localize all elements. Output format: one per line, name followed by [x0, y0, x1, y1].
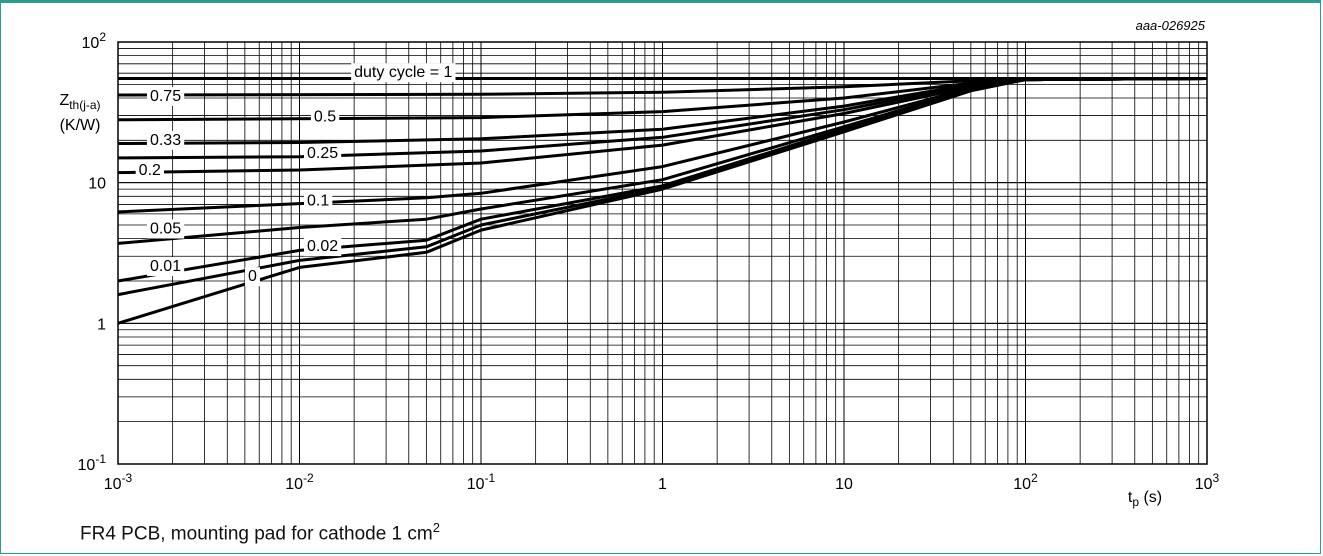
series-label: 0.33	[146, 130, 185, 150]
plot-area-border	[117, 41, 1208, 465]
series-label-text: 0.75	[150, 88, 181, 105]
series-label-text: 0.5	[314, 109, 336, 126]
series-label-text: 0.02	[307, 238, 338, 255]
series-label-text: 0.1	[307, 192, 329, 209]
caption-superscript: 2	[432, 520, 440, 535]
x-axis-label-unit: (s)	[1139, 489, 1162, 506]
series-label-background	[304, 191, 333, 211]
series-label-background	[146, 256, 185, 276]
series-label-background	[146, 130, 185, 150]
y-tick-label: 10	[88, 176, 106, 193]
x-tick-label: 103	[1195, 471, 1220, 493]
y-axis-label-base: Z	[59, 92, 69, 109]
x-tick-label: 10-3	[104, 471, 133, 493]
x-tick-label: 102	[1013, 471, 1038, 493]
series-label-text: duty cycle = 1	[354, 64, 452, 81]
y-axis-unit: (K/W)	[60, 117, 101, 134]
axis-tick-labels: 10-3 10-2 10-1 1 10 102 103 10-1 1 10 102	[78, 30, 1220, 493]
figure-id: aaa-026925	[1136, 18, 1206, 33]
series-label-text: 0.05	[150, 221, 181, 238]
series-label: 0	[244, 267, 260, 287]
series-label: 0.01	[146, 256, 185, 276]
series-label: 0.05	[146, 219, 185, 239]
series-label-background	[351, 63, 456, 83]
series-label-background	[304, 237, 342, 257]
series-label: 0.5	[310, 107, 340, 127]
y-axis-label-sub: th(j-a)	[69, 98, 100, 112]
series-label-background	[146, 219, 185, 239]
x-axis-label-sub: p	[1132, 495, 1139, 509]
series-label-text: 0.25	[307, 145, 338, 162]
series-label: 0.75	[146, 86, 185, 106]
series-label-text: 0	[248, 268, 257, 285]
series-labels: duty cycle = 1 0.75 0.5 0.33 0.25 0.2 0.1 0.05 0…	[135, 63, 456, 287]
series-label-background	[304, 144, 342, 164]
y-axis-label: Zth(j-a) (K/W)	[59, 92, 100, 134]
x-axis-label-base: t	[1128, 489, 1133, 506]
series-label: 0.2	[135, 161, 165, 181]
x-axis-label: tp (s)	[1128, 489, 1162, 509]
caption-text: FR4 PCB, mounting pad for cathode 1 cm	[80, 523, 433, 545]
series-line	[117, 77, 1208, 325]
x-tick-label: 10-1	[467, 471, 496, 493]
series-label: 0.25	[304, 144, 342, 164]
y-tick-label: 102	[82, 30, 107, 52]
chart-grid	[117, 41, 1208, 465]
series-label-text: 0.01	[150, 258, 181, 275]
series-label-background	[135, 161, 165, 181]
x-tick-label: 10	[835, 476, 853, 493]
series-label: 0.1	[304, 191, 333, 211]
x-tick-label: 1	[658, 476, 667, 493]
x-tick-label: 10-2	[285, 471, 314, 493]
svg-text:Zth(j-a): Zth(j-a)	[59, 92, 100, 112]
series-label: 0.02	[304, 237, 342, 257]
series-label-background	[244, 267, 260, 287]
y-tick-label: 1	[97, 316, 106, 333]
svg-text:tp (s): tp (s)	[1128, 489, 1162, 509]
series-label-text: 0.2	[139, 162, 161, 179]
series-label-background	[310, 107, 340, 127]
series-label-text: 0.33	[150, 132, 181, 149]
figure-caption: FR4 PCB, mounting pad for cathode 1 cm2	[80, 520, 440, 545]
series-label: duty cycle = 1	[351, 63, 456, 83]
series-label-background	[146, 86, 185, 106]
y-tick-label: 10-1	[78, 452, 107, 474]
